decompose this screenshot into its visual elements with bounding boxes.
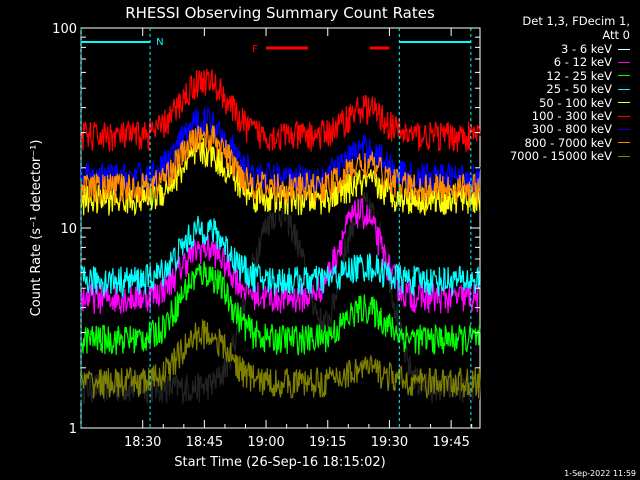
legend-label: 25 - 50 keV (546, 82, 612, 97)
series-line-7 (80, 106, 481, 195)
legend-swatch (618, 61, 630, 63)
series-line-1 (80, 192, 481, 405)
y-tick-label-2: 10 (60, 222, 77, 237)
legend-swatch (618, 142, 630, 144)
y-tick-label-3: 100 (52, 22, 77, 37)
legend-label: 7000 - 15000 keV (509, 149, 612, 164)
x-tick-label-4: 19:15 (309, 435, 346, 450)
series-line-5 (80, 137, 481, 217)
night-label: N (156, 37, 163, 48)
legend-label: 6 - 12 keV (553, 55, 612, 70)
y-axis-label: Count Rate (s⁻¹ detector⁻¹) (29, 140, 44, 317)
legend-label: 300 - 800 keV (531, 122, 612, 137)
flags-layer: NF (80, 28, 472, 428)
legend-label: 50 - 100 keV (539, 95, 612, 110)
legend-item-8: 800 - 7000 keV (524, 136, 630, 150)
legend-header-line1: Det 1,3, FDecim 1, (522, 14, 630, 28)
x-axis-label: Start Time (26-Sep-16 18:15:02) (174, 455, 385, 470)
series-line-4 (80, 215, 481, 299)
axes-layer: 18:30 18:45 19:00 19:15 19:30 19:45 1 10 100 (52, 22, 480, 450)
legend-swatch (618, 102, 630, 104)
legend-label: 3 - 6 keV (561, 42, 612, 56)
x-tick-label-6: 19:45 (432, 435, 469, 450)
legend-swatch (618, 115, 630, 117)
legend-header: Det 1,3, FDecim 1, Att 0 (522, 14, 630, 42)
y-tick-label-1: 1 (69, 422, 77, 437)
series-layer (80, 68, 481, 405)
legend-item-7: 300 - 800 keV (532, 122, 630, 136)
legend-swatch (618, 155, 630, 157)
legend-label: 800 - 7000 keV (524, 135, 612, 150)
series-line-9 (80, 318, 481, 399)
legend-header-line2: Att 0 (602, 28, 630, 42)
legend-item-9: 7000 - 15000 keV (510, 149, 630, 163)
series-line-8 (80, 123, 481, 204)
legend-swatch (618, 128, 630, 130)
x-tick-label-1: 18:30 (124, 435, 161, 450)
x-tick-label-5: 19:30 (371, 435, 408, 450)
chart-title: RHESSI Observing Summary Count Rates (125, 4, 435, 22)
legend-label: 100 - 300 keV (531, 109, 612, 123)
legend-label: 12 - 25 keV (546, 68, 612, 83)
legend-item-5: 50 - 100 keV (539, 96, 630, 110)
series-line-2 (80, 197, 481, 314)
series-line-6 (80, 68, 481, 153)
legend-item-4: 25 - 50 keV (546, 82, 630, 96)
flare-label: F (252, 44, 258, 55)
series-line-3 (80, 261, 481, 356)
legend-swatch (618, 48, 630, 50)
legend-item-2: 6 - 12 keV (554, 55, 630, 69)
legend-item-6: 100 - 300 keV (532, 109, 630, 123)
x-tick-label-2: 18:45 (186, 435, 223, 450)
legend-swatch (618, 88, 630, 90)
legend-swatch (618, 75, 630, 77)
footer-date: 1-Sep-2022 11:59 (564, 469, 636, 478)
legend-item-1: 3 - 6 keV (561, 42, 630, 56)
legend-item-3: 12 - 25 keV (546, 69, 630, 83)
plot-frame (80, 27, 481, 429)
x-tick-label-3: 19:00 (247, 435, 284, 450)
